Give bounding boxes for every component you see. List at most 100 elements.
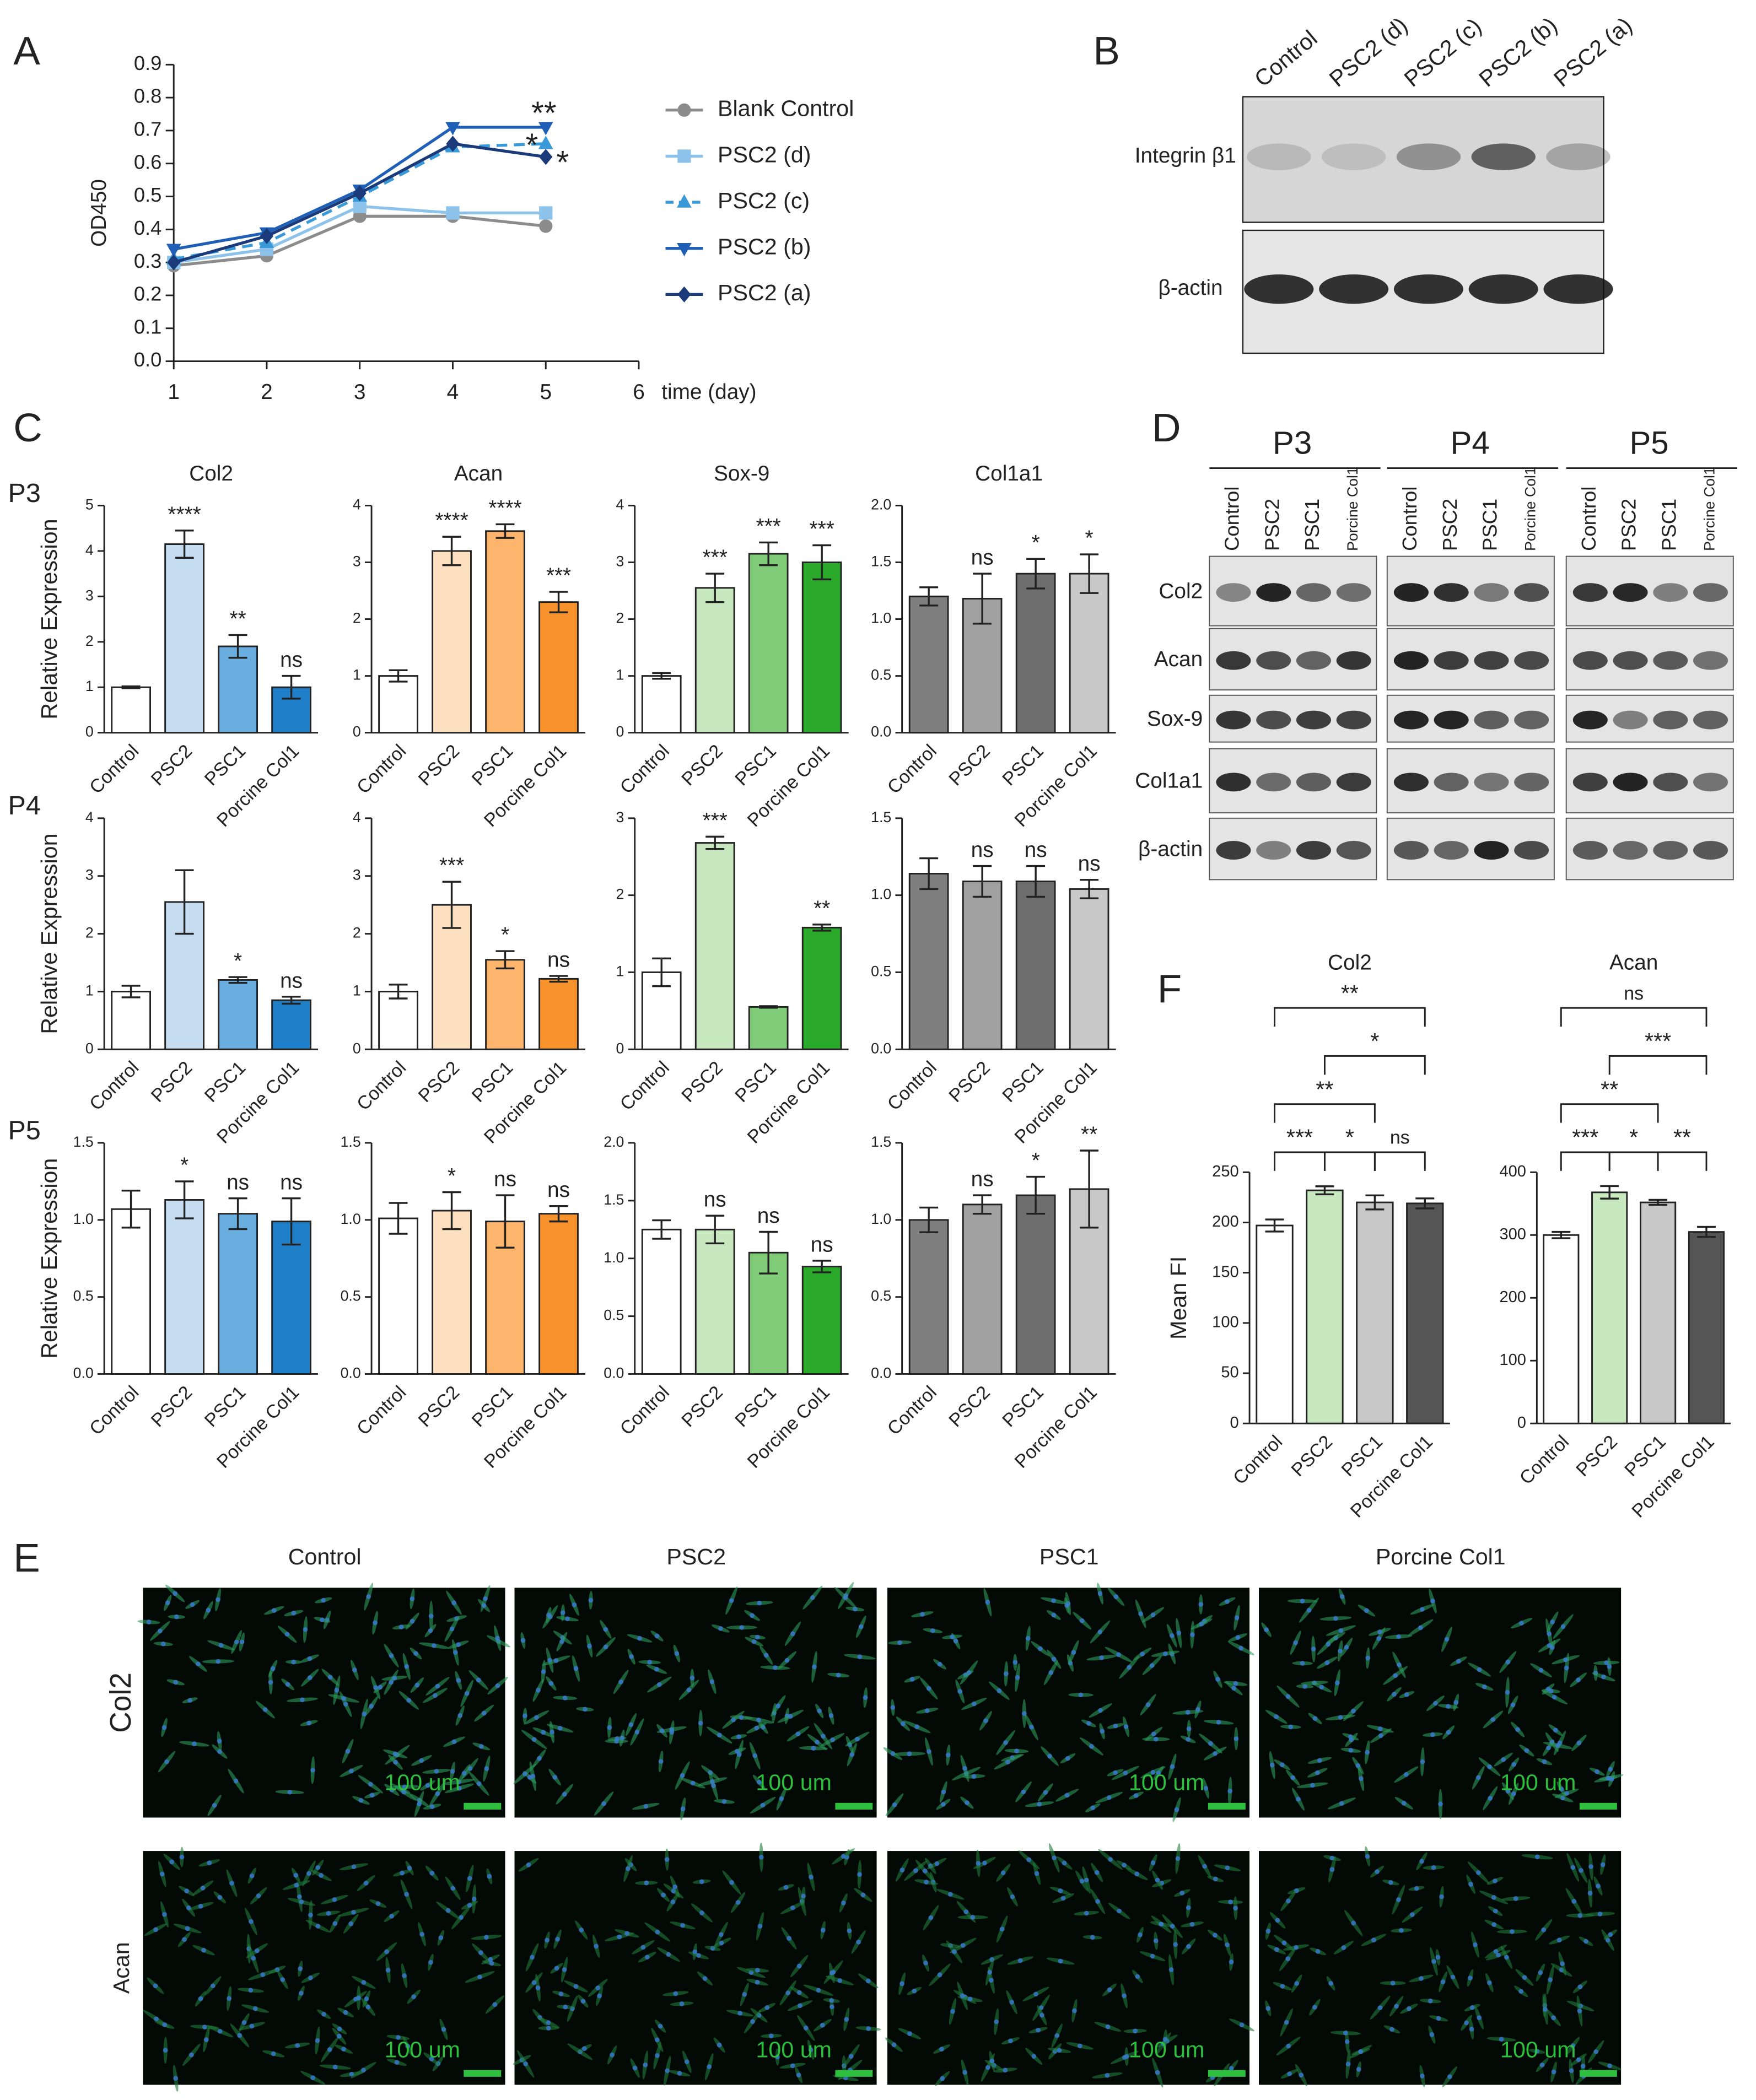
lane-label: PSC2 (a): [1549, 12, 1636, 91]
nucleus: [428, 1959, 433, 1965]
nucleus: [1229, 2066, 1234, 2071]
nucleus: [1014, 1748, 1019, 1753]
significance: ns: [1078, 852, 1101, 876]
nucleus: [461, 1770, 467, 1776]
blot-band: [1514, 710, 1549, 730]
significance: ***: [546, 564, 571, 588]
nucleus: [237, 2033, 243, 2038]
x-tick-label: Control: [884, 1057, 941, 1115]
nucleus: [1186, 1905, 1191, 1910]
chart-title: Col2: [1328, 951, 1372, 974]
nucleus: [1168, 1967, 1174, 1972]
comparison-bracket: [1560, 1007, 1707, 1027]
y-tick-label: 1: [616, 667, 624, 683]
nucleus: [1239, 2022, 1245, 2028]
nucleus: [174, 1614, 179, 1619]
nucleus: [1029, 1724, 1034, 1730]
nucleus: [1329, 1867, 1335, 1872]
significance: ****: [168, 503, 201, 526]
nucleus: [1569, 2068, 1574, 2074]
significance: *: [1032, 1149, 1040, 1173]
bar: [164, 1199, 204, 1375]
bar: [694, 842, 735, 1050]
nucleus: [1542, 1759, 1547, 1764]
nucleus: [820, 1928, 826, 1933]
nucleus: [1453, 1700, 1459, 1705]
nucleus: [752, 1753, 758, 1758]
nucleus: [1345, 2061, 1351, 2067]
nucleus: [709, 1679, 715, 1685]
comparison-bracket: [1274, 1151, 1326, 1171]
nucleus: [216, 1597, 220, 1602]
nucleus: [531, 1980, 537, 1985]
nucleus: [617, 1934, 622, 1940]
y-tick-label: 1.5: [341, 1133, 361, 1150]
nucleus: [1051, 1598, 1056, 1604]
x-tick-label: Control: [85, 1382, 143, 1439]
nucleus: [417, 1801, 422, 1807]
nucleus: [1000, 1870, 1006, 1876]
nucleus: [1047, 1753, 1052, 1759]
nucleus: [1564, 1665, 1569, 1671]
nucleus: [815, 1740, 820, 1745]
nucleus: [471, 1896, 477, 1902]
x-axis-label: time (day): [661, 380, 756, 404]
nucleus: [1576, 1740, 1582, 1746]
nucleus: [1392, 1692, 1397, 1697]
micrograph: [1259, 1588, 1622, 1818]
nucleus: [736, 1734, 741, 1740]
nucleus: [1159, 1921, 1164, 1927]
nucleus: [1433, 1700, 1438, 1706]
nucleus: [1279, 1762, 1285, 1768]
nucleus: [173, 1591, 177, 1596]
error-bar: [549, 1205, 568, 1223]
nucleus: [849, 1752, 855, 1757]
nucleus: [1208, 1741, 1213, 1746]
blot-band: [1393, 651, 1429, 670]
nucleus: [1008, 2038, 1013, 2044]
nucleus: [341, 2047, 346, 2052]
x-tick-label: Control: [353, 741, 410, 798]
nucleus: [310, 2075, 315, 2080]
nucleus: [308, 1912, 313, 1918]
comparison-bracket: [1323, 1151, 1376, 1171]
blot-band: [1653, 710, 1688, 730]
nucleus: [435, 1791, 440, 1796]
nucleus: [1399, 1928, 1404, 1933]
x-tick-label: PSC2: [147, 1382, 197, 1432]
y-tick-label: 0: [1230, 1414, 1238, 1432]
significance: *: [526, 127, 538, 163]
nucleus: [1407, 2006, 1412, 2011]
nucleus: [186, 1905, 191, 1910]
nucleus: [843, 1595, 848, 1600]
scale-bar: [1208, 2070, 1246, 2077]
nucleus: [319, 1873, 324, 1878]
nucleus: [760, 1802, 766, 1808]
nucleus: [1017, 1958, 1023, 1963]
chart-title: Sox-9: [714, 462, 769, 485]
nucleus: [1390, 1980, 1396, 1986]
nucleus: [481, 1603, 487, 1608]
y-tick-label: 4: [85, 809, 94, 825]
nucleus: [396, 2035, 401, 2040]
nucleus: [1138, 1932, 1143, 1937]
nucleus: [369, 1793, 375, 1798]
nucleus: [268, 1680, 273, 1685]
nucleus: [1079, 1618, 1085, 1623]
error-bar: [495, 523, 515, 539]
nucleus: [1105, 2072, 1110, 2078]
error-bar: [121, 685, 141, 689]
y-tick-label: 1: [85, 982, 94, 998]
nucleus: [1319, 1685, 1324, 1690]
legend-label: PSC2 (a): [718, 280, 811, 305]
error-bar: [705, 573, 725, 603]
y-tick-label: 2.0: [604, 1133, 624, 1150]
bar: [111, 686, 151, 734]
nucleus: [1064, 1793, 1070, 1798]
nucleus: [456, 1785, 462, 1791]
y-tick-label: 4: [353, 809, 361, 825]
nucleus: [284, 1632, 290, 1637]
nucleus: [1051, 1612, 1057, 1618]
nucleus: [1133, 2028, 1138, 2034]
nucleus: [717, 2042, 722, 2048]
